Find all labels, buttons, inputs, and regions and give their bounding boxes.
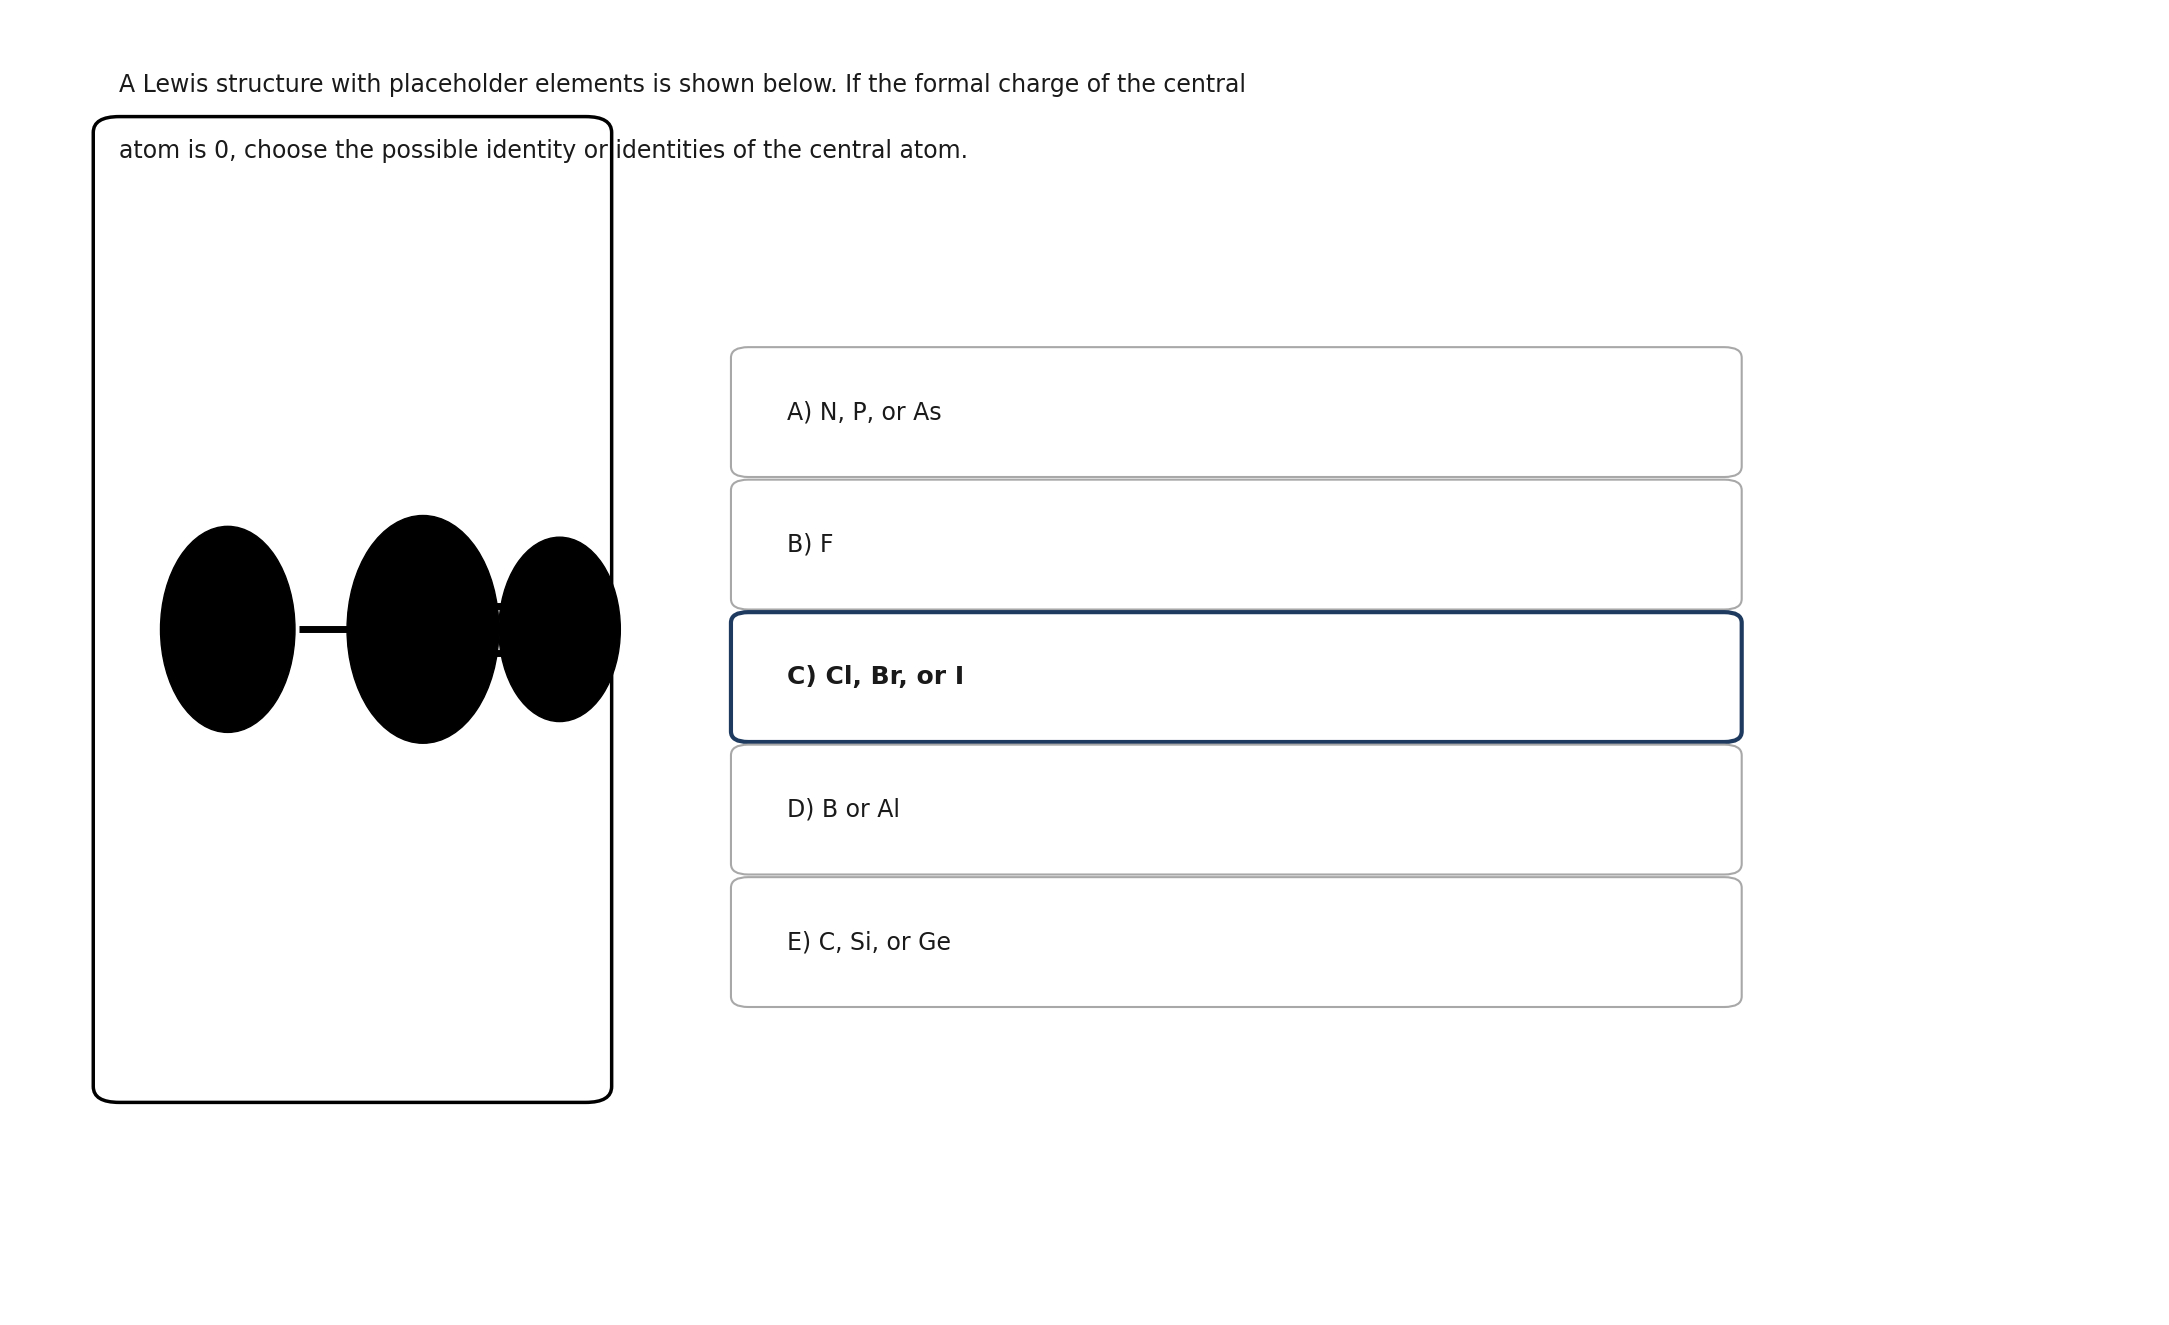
- FancyBboxPatch shape: [93, 117, 612, 1102]
- FancyBboxPatch shape: [731, 612, 1742, 742]
- Text: atom is 0, choose the possible identity or identities of the central atom.: atom is 0, choose the possible identity …: [119, 139, 967, 163]
- FancyBboxPatch shape: [731, 480, 1742, 610]
- Ellipse shape: [499, 537, 620, 722]
- FancyBboxPatch shape: [731, 877, 1742, 1007]
- Text: E) C, Si, or Ge: E) C, Si, or Ge: [787, 930, 952, 954]
- Ellipse shape: [161, 526, 295, 733]
- Ellipse shape: [347, 515, 499, 743]
- Text: D) B or Al: D) B or Al: [787, 798, 900, 822]
- FancyBboxPatch shape: [731, 347, 1742, 477]
- FancyBboxPatch shape: [731, 745, 1742, 874]
- Text: B) F: B) F: [787, 533, 833, 556]
- Text: A Lewis structure with placeholder elements is shown below. If the formal charge: A Lewis structure with placeholder eleme…: [119, 73, 1247, 97]
- Text: A) N, P, or As: A) N, P, or As: [787, 400, 941, 424]
- Text: C) Cl, Br, or I: C) Cl, Br, or I: [787, 665, 965, 689]
